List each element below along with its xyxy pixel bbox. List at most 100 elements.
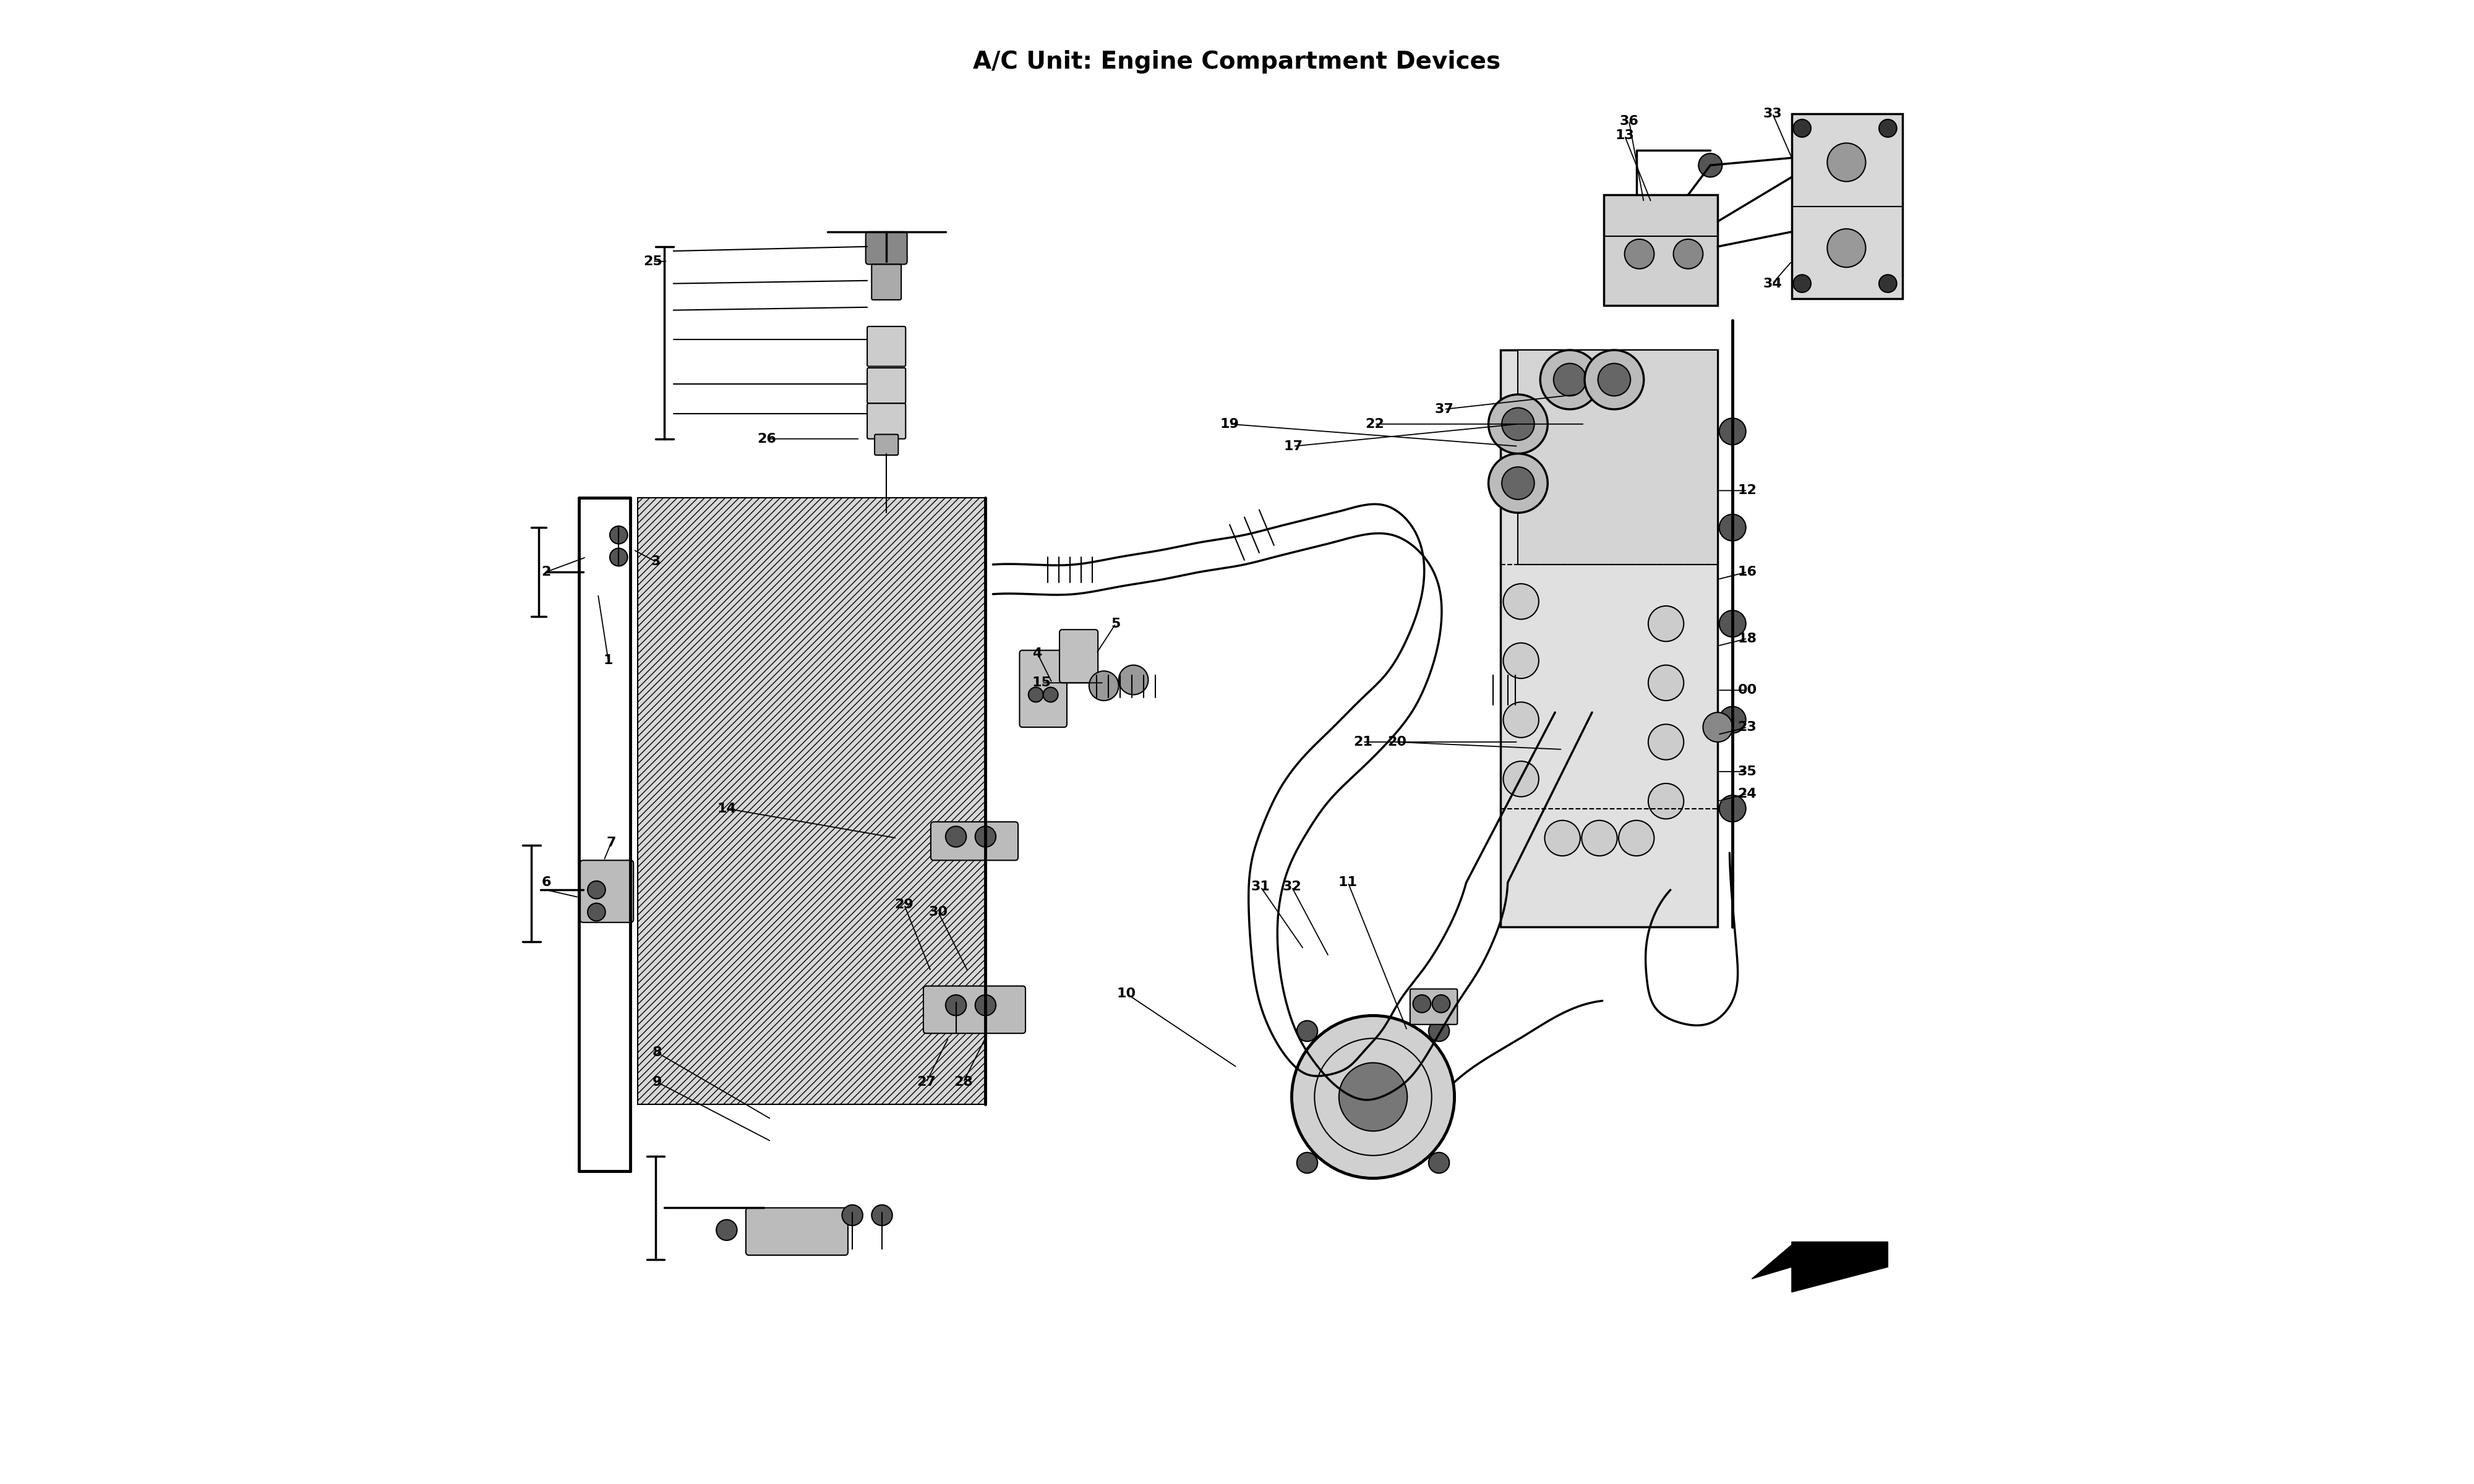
Polygon shape	[1499, 350, 1717, 927]
FancyBboxPatch shape	[868, 368, 905, 404]
Circle shape	[945, 827, 967, 847]
Polygon shape	[638, 499, 985, 1104]
Circle shape	[1719, 418, 1747, 445]
FancyBboxPatch shape	[1410, 988, 1457, 1024]
Circle shape	[1489, 454, 1549, 513]
Circle shape	[1296, 1021, 1319, 1042]
Text: 25: 25	[643, 255, 663, 267]
Circle shape	[1427, 1021, 1450, 1042]
Text: 10: 10	[1116, 987, 1136, 1000]
Circle shape	[1296, 1153, 1319, 1174]
Text: 19: 19	[1220, 418, 1239, 430]
Text: 20: 20	[1388, 736, 1405, 748]
Circle shape	[1598, 364, 1630, 396]
FancyBboxPatch shape	[1019, 650, 1066, 727]
Circle shape	[1504, 643, 1539, 678]
Text: 34: 34	[1764, 278, 1781, 289]
Circle shape	[1586, 350, 1643, 410]
Circle shape	[1504, 761, 1539, 797]
Text: 35: 35	[1737, 766, 1757, 778]
Text: 33: 33	[1764, 107, 1781, 120]
Circle shape	[1504, 702, 1539, 738]
Text: 26: 26	[757, 433, 777, 445]
Polygon shape	[1603, 194, 1717, 306]
Text: 8: 8	[653, 1046, 663, 1058]
Circle shape	[1044, 687, 1059, 702]
Circle shape	[1427, 1153, 1450, 1174]
Circle shape	[1828, 142, 1865, 181]
Circle shape	[1648, 605, 1685, 641]
FancyBboxPatch shape	[745, 1208, 849, 1255]
Circle shape	[1878, 275, 1898, 292]
Text: 24: 24	[1737, 788, 1757, 800]
Circle shape	[589, 904, 606, 922]
FancyBboxPatch shape	[876, 435, 898, 456]
Circle shape	[1719, 795, 1747, 822]
Text: 23: 23	[1737, 721, 1757, 733]
Polygon shape	[1791, 113, 1903, 298]
FancyBboxPatch shape	[930, 822, 1019, 861]
Circle shape	[1828, 229, 1865, 267]
Circle shape	[1504, 583, 1539, 619]
Text: 18: 18	[1737, 632, 1757, 644]
Circle shape	[1338, 1063, 1408, 1131]
Circle shape	[589, 881, 606, 899]
Circle shape	[1618, 821, 1655, 856]
Text: 1: 1	[604, 654, 614, 666]
Text: 28: 28	[955, 1076, 972, 1088]
Text: 16: 16	[1737, 565, 1757, 579]
Text: 37: 37	[1435, 404, 1455, 416]
FancyBboxPatch shape	[868, 326, 905, 367]
Circle shape	[1502, 467, 1534, 500]
Text: 21: 21	[1353, 736, 1373, 748]
Text: 5: 5	[1111, 617, 1121, 629]
Circle shape	[717, 1220, 737, 1241]
Circle shape	[1648, 724, 1685, 760]
Circle shape	[609, 548, 628, 565]
Circle shape	[1489, 395, 1549, 454]
Circle shape	[1719, 706, 1747, 733]
Text: 9: 9	[653, 1076, 663, 1088]
Text: 12: 12	[1737, 484, 1757, 497]
Circle shape	[1502, 408, 1534, 441]
Text: 4: 4	[1032, 647, 1042, 659]
Polygon shape	[1519, 350, 1717, 564]
FancyBboxPatch shape	[581, 861, 633, 923]
Circle shape	[1702, 712, 1732, 742]
Circle shape	[1089, 671, 1118, 700]
Circle shape	[1648, 784, 1685, 819]
Circle shape	[1625, 239, 1655, 269]
Circle shape	[1541, 350, 1598, 410]
Text: 7: 7	[606, 837, 616, 849]
Circle shape	[1291, 1015, 1455, 1178]
Circle shape	[1878, 119, 1898, 137]
Circle shape	[1794, 119, 1811, 137]
Text: 13: 13	[1616, 129, 1635, 142]
Circle shape	[1554, 364, 1586, 396]
Text: A/C Unit: Engine Compartment Devices: A/C Unit: Engine Compartment Devices	[972, 50, 1502, 73]
Circle shape	[1029, 687, 1044, 702]
FancyBboxPatch shape	[866, 232, 908, 264]
Text: 3: 3	[651, 555, 661, 568]
Text: 17: 17	[1284, 441, 1304, 453]
Circle shape	[945, 994, 967, 1015]
Text: 31: 31	[1252, 880, 1269, 893]
Circle shape	[1648, 665, 1685, 700]
Text: 32: 32	[1282, 880, 1301, 893]
Circle shape	[975, 994, 997, 1015]
Text: 27: 27	[918, 1076, 935, 1088]
Text: 6: 6	[542, 877, 552, 889]
Circle shape	[1413, 994, 1430, 1012]
Circle shape	[609, 527, 628, 543]
Text: 15: 15	[1032, 677, 1051, 689]
Circle shape	[1672, 239, 1702, 269]
Text: 29: 29	[896, 898, 913, 911]
Circle shape	[1118, 665, 1148, 695]
Polygon shape	[1752, 1242, 1888, 1293]
Text: 2: 2	[542, 565, 552, 579]
FancyBboxPatch shape	[1059, 629, 1098, 683]
Circle shape	[1544, 821, 1581, 856]
Text: 11: 11	[1338, 877, 1358, 889]
Text: 00: 00	[1737, 684, 1757, 696]
Circle shape	[1581, 821, 1618, 856]
